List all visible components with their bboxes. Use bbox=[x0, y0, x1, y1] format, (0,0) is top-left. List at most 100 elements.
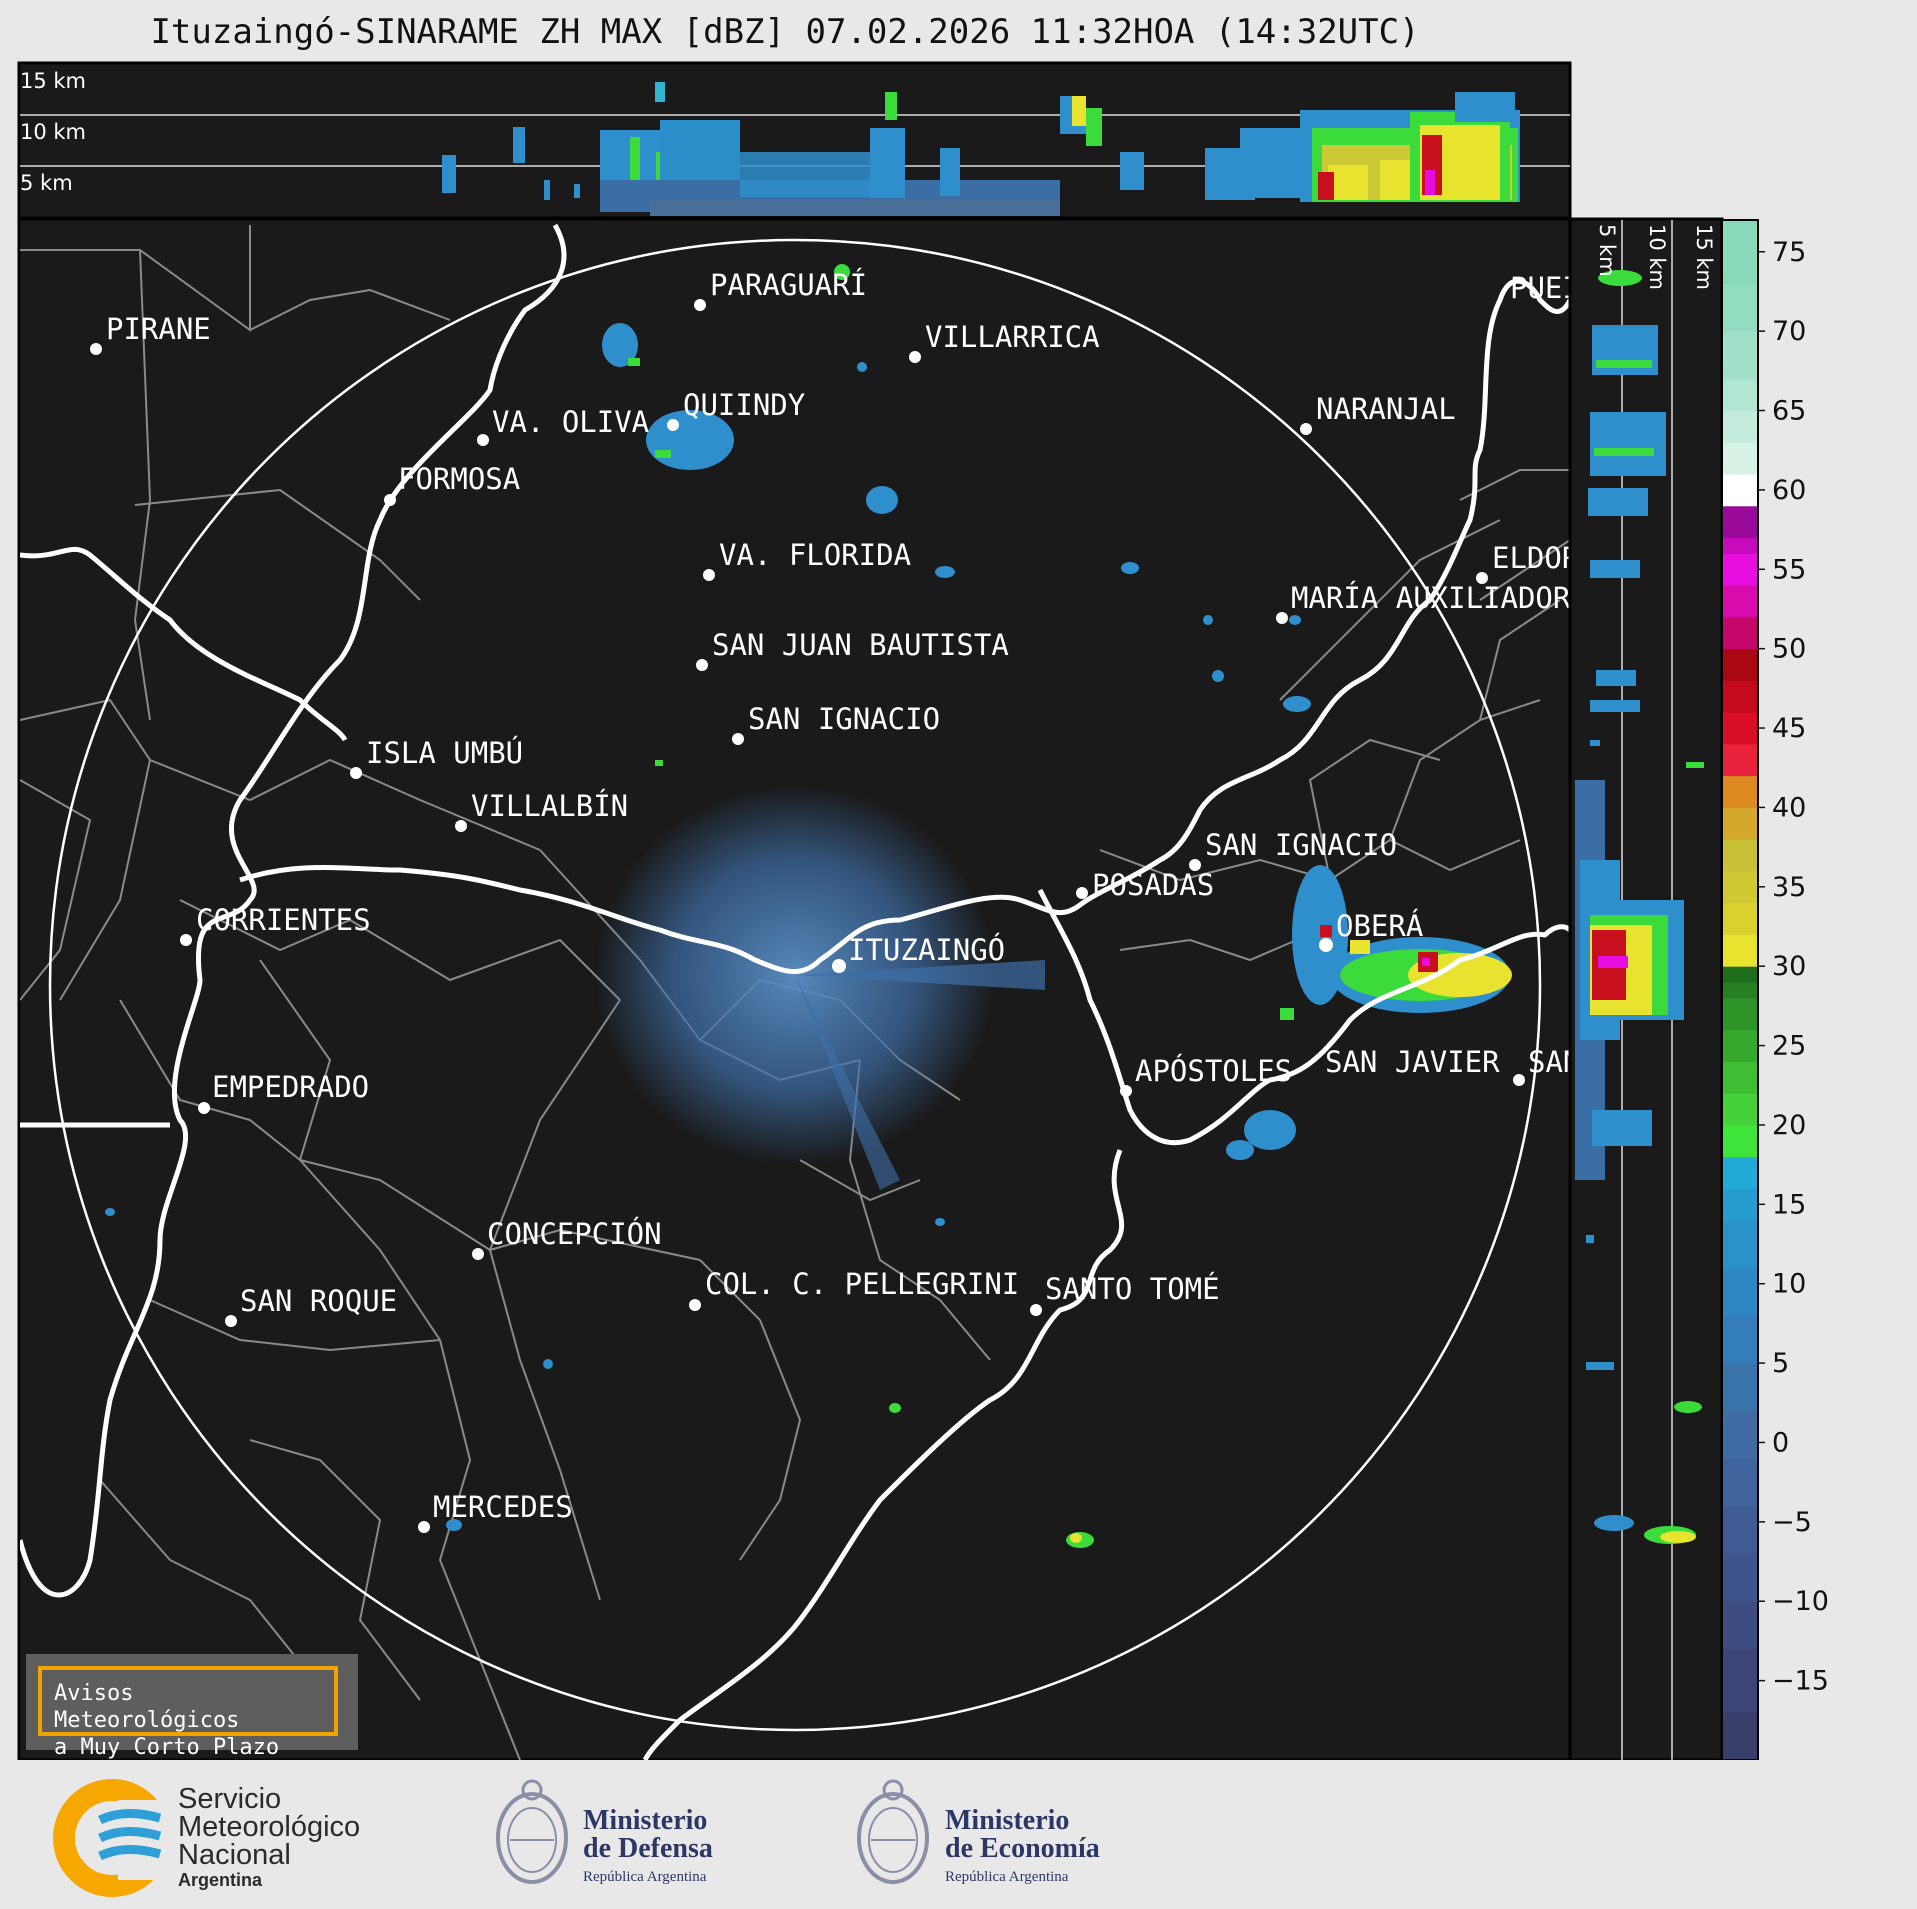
svg-text:POSADAS: POSADAS bbox=[1092, 868, 1214, 902]
svg-text:APÓSTOLES: APÓSTOLES bbox=[1135, 1054, 1292, 1088]
city-naranjal: NARANJAL bbox=[1300, 392, 1456, 435]
colorbar-tick-label: −5 bbox=[1772, 1507, 1812, 1538]
radar-echoes bbox=[105, 264, 1512, 1548]
colorbar-segment bbox=[1722, 378, 1758, 412]
colorbar-segment bbox=[1722, 585, 1758, 618]
defensa-emblem-icon bbox=[496, 1779, 568, 1884]
avisos-box[interactable]: Avisos Meteorológicos a Muy Corto Plazo bbox=[38, 1666, 338, 1760]
colorbar-segment bbox=[1722, 680, 1758, 713]
top-height-label-5: 5 km bbox=[20, 171, 73, 195]
top-cross-section: 15 km 10 km 5 km bbox=[17, 61, 1572, 220]
colorbar-tick-label: 65 bbox=[1772, 396, 1806, 427]
colorbar-tick-label: −15 bbox=[1772, 1666, 1829, 1697]
city-santo-tome: SANTO TOMÉ bbox=[1030, 1272, 1220, 1316]
colorbar-segment bbox=[1722, 1220, 1758, 1269]
colorbar-tick-label: 70 bbox=[1772, 316, 1806, 347]
city-maria-auxiliador: MARÍA AUXILIADOR bbox=[1276, 581, 1571, 624]
side-height-label-10: 10 km bbox=[1645, 224, 1669, 290]
colorbar-segment bbox=[1722, 537, 1758, 554]
side-height-label-15: 15 km bbox=[1692, 224, 1716, 290]
city-san-roque: SAN ROQUE bbox=[225, 1284, 397, 1327]
colorbar-segment bbox=[1722, 902, 1758, 935]
colorbar-segment bbox=[1722, 934, 1758, 967]
map-title: Ituzaingó-SINARAME ZH MAX [dBZ] 07.02.20… bbox=[150, 12, 1420, 52]
colorbar-tick-label: 20 bbox=[1772, 1110, 1806, 1141]
colorbar-segment bbox=[1722, 1124, 1758, 1158]
svg-text:VILLALBÍN: VILLALBÍN bbox=[471, 789, 628, 823]
colorbar-segment bbox=[1722, 1093, 1758, 1126]
city-villarrica: VILLARRICA bbox=[909, 320, 1100, 363]
radar-figure: 15 km 10 km 5 km bbox=[17, 61, 1829, 1760]
city-apostoles: APÓSTOLES bbox=[1120, 1054, 1292, 1097]
svg-text:CORRIENTES: CORRIENTES bbox=[196, 903, 371, 937]
city-labels: PIRANE PARAGUARÍ VILLARRICA VA. OLIVA QU… bbox=[90, 268, 1580, 1533]
colorbar-segment bbox=[1722, 997, 1758, 1031]
colorbar-segment bbox=[1722, 1553, 1758, 1602]
colorbar-tick-label: 10 bbox=[1772, 1269, 1806, 1300]
city-pirane: PIRANE bbox=[90, 312, 211, 355]
side-cross-section: 5 km 10 km 15 km bbox=[1568, 217, 1724, 1760]
colorbar-tick-label: 75 bbox=[1772, 237, 1806, 268]
economia-emblem-icon bbox=[857, 1779, 929, 1884]
svg-text:PARAGUARÍ: PARAGUARÍ bbox=[710, 268, 867, 302]
svg-text:VA. FLORIDA: VA. FLORIDA bbox=[719, 538, 911, 572]
colorbar-segment bbox=[1722, 1188, 1758, 1221]
colorbar-segment bbox=[1722, 982, 1758, 999]
colorbar-tick-label: 30 bbox=[1772, 951, 1806, 982]
city-paraguari: PARAGUARÍ bbox=[694, 268, 867, 311]
svg-text:NARANJAL: NARANJAL bbox=[1316, 392, 1456, 426]
city-san-ignacio-ar: SAN IGNACIO bbox=[1189, 828, 1397, 871]
city-va-oliva: VA. OLIVA bbox=[477, 405, 649, 446]
city-mercedes: MERCEDES bbox=[418, 1490, 573, 1533]
range-ring bbox=[48, 238, 1542, 1732]
city-col-c-pellegrini: COL. C. PELLEGRINI bbox=[689, 1267, 1019, 1311]
colorbar-segment bbox=[1722, 220, 1758, 285]
colorbar-segment bbox=[1722, 553, 1758, 586]
smn-logo-icon bbox=[53, 1779, 178, 1897]
colorbar-segment bbox=[1722, 1410, 1758, 1459]
svg-text:QUIINDY: QUIINDY bbox=[683, 388, 805, 422]
svg-text:SAN IGNACIO: SAN IGNACIO bbox=[1205, 828, 1397, 862]
city-puei: PUEI bbox=[1510, 271, 1580, 305]
svg-text:PUEI: PUEI bbox=[1510, 271, 1580, 305]
colorbar-tick-label: 25 bbox=[1772, 1031, 1806, 1062]
colorbar-segment bbox=[1722, 648, 1758, 681]
colorbar-segment bbox=[1722, 616, 1758, 650]
colorbar-tick-label: 0 bbox=[1772, 1427, 1789, 1458]
colorbar-segment bbox=[1722, 442, 1758, 475]
svg-text:VA. OLIVA: VA. OLIVA bbox=[492, 405, 649, 439]
smn-logo-text: Servicio Meteorológico Nacional Argentin… bbox=[178, 1783, 361, 1891]
city-villalbin: VILLALBÍN bbox=[455, 789, 628, 832]
economia-logo-text: Ministerio de Economía República Argenti… bbox=[945, 1805, 1100, 1886]
svg-text:OBERÁ: OBERÁ bbox=[1336, 909, 1423, 943]
city-empedrado: EMPEDRADO bbox=[198, 1070, 369, 1114]
colorbar-segment bbox=[1722, 1712, 1758, 1760]
city-ituzaingo: ITUZAINGÓ bbox=[832, 933, 1005, 973]
svg-text:COL. C. PELLEGRINI: COL. C. PELLEGRINI bbox=[705, 1267, 1019, 1301]
colorbar-segment bbox=[1722, 743, 1758, 777]
colorbar-segment bbox=[1722, 775, 1758, 808]
colorbar-segment bbox=[1722, 505, 1758, 539]
avisos-line2: a Muy Corto Plazo bbox=[54, 1735, 280, 1760]
colorbar-tick-label: 45 bbox=[1772, 713, 1806, 744]
city-san-javier: SAN JAVIER bbox=[1325, 1045, 1500, 1079]
svg-text:CONCEPCIÓN: CONCEPCIÓN bbox=[487, 1217, 662, 1251]
svg-text:ISLA UMBÚ: ISLA UMBÚ bbox=[366, 736, 523, 770]
side-height-label-5: 5 km bbox=[1595, 224, 1619, 277]
svg-text:SAN JAVIER: SAN JAVIER bbox=[1325, 1045, 1500, 1079]
colorbar-tick-label: 60 bbox=[1772, 475, 1806, 506]
svg-text:MERCEDES: MERCEDES bbox=[433, 1490, 573, 1524]
top-height-label-10: 10 km bbox=[20, 120, 86, 144]
colorbar-segment bbox=[1722, 1648, 1758, 1713]
colorbar-tick-label: −10 bbox=[1772, 1586, 1829, 1617]
colorbar-tick-label: 50 bbox=[1772, 634, 1806, 665]
svg-text:VILLARRICA: VILLARRICA bbox=[925, 320, 1100, 354]
city-concepcion: CONCEPCIÓN bbox=[472, 1217, 662, 1260]
colorbar-segment bbox=[1722, 331, 1758, 380]
city-san-juan-bautista: SAN JUAN BAUTISTA bbox=[696, 628, 1009, 671]
svg-text:SAN JUAN BAUTISTA: SAN JUAN BAUTISTA bbox=[712, 628, 1009, 662]
colorbar-segment bbox=[1722, 1458, 1758, 1507]
colorbar-tick-label: 5 bbox=[1772, 1348, 1789, 1379]
